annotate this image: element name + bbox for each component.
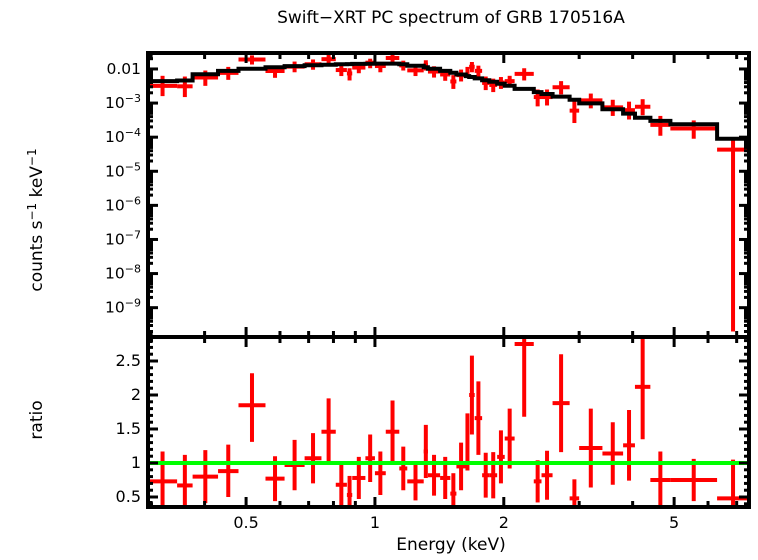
x-axis-label: Energy (keV) <box>396 535 506 555</box>
spectrum-y-tick-label: 10−4 <box>105 126 141 146</box>
x-tick-label: 2 <box>499 513 509 532</box>
chart-title: Swift−XRT PC spectrum of GRB 170516A <box>277 8 625 28</box>
spectrum-y-tick-label: 10−9 <box>105 297 141 317</box>
model-step-line <box>148 61 749 141</box>
spectrum-y-tick-label: 10−3 <box>105 92 141 112</box>
ratio-y-tick-label: 2.5 <box>116 351 141 370</box>
spectrum-y-tick-label: 10−8 <box>105 263 141 283</box>
ratio-y-tick-label: 0.5 <box>116 487 141 506</box>
spectrum-y-tick-label: 10−5 <box>105 160 141 180</box>
ratio-y-tick-label: 1 <box>131 453 141 472</box>
spectrum-panel-data <box>148 53 749 332</box>
spectrum-y-tick-label: 10−7 <box>105 228 141 248</box>
x-tick-label: 1 <box>370 513 380 532</box>
x-tick-label: 0.5 <box>233 513 258 532</box>
spectrum-panel-frame <box>146 51 751 339</box>
ratio-y-tick-label: 2 <box>131 385 141 404</box>
spectrum-y-axis-label: counts s−1 keV−1 <box>25 148 47 291</box>
ratio-y-axis-label: ratio <box>27 400 47 439</box>
x-tick-label: 5 <box>669 513 679 532</box>
axis-ticks <box>148 53 749 507</box>
spectrum-y-tick-label: 0.01 <box>106 60 141 78</box>
ratio-panel-data <box>148 337 749 507</box>
ratio-y-tick-label: 1.5 <box>116 419 141 438</box>
spectrum-y-tick-label: 10−6 <box>105 194 141 214</box>
